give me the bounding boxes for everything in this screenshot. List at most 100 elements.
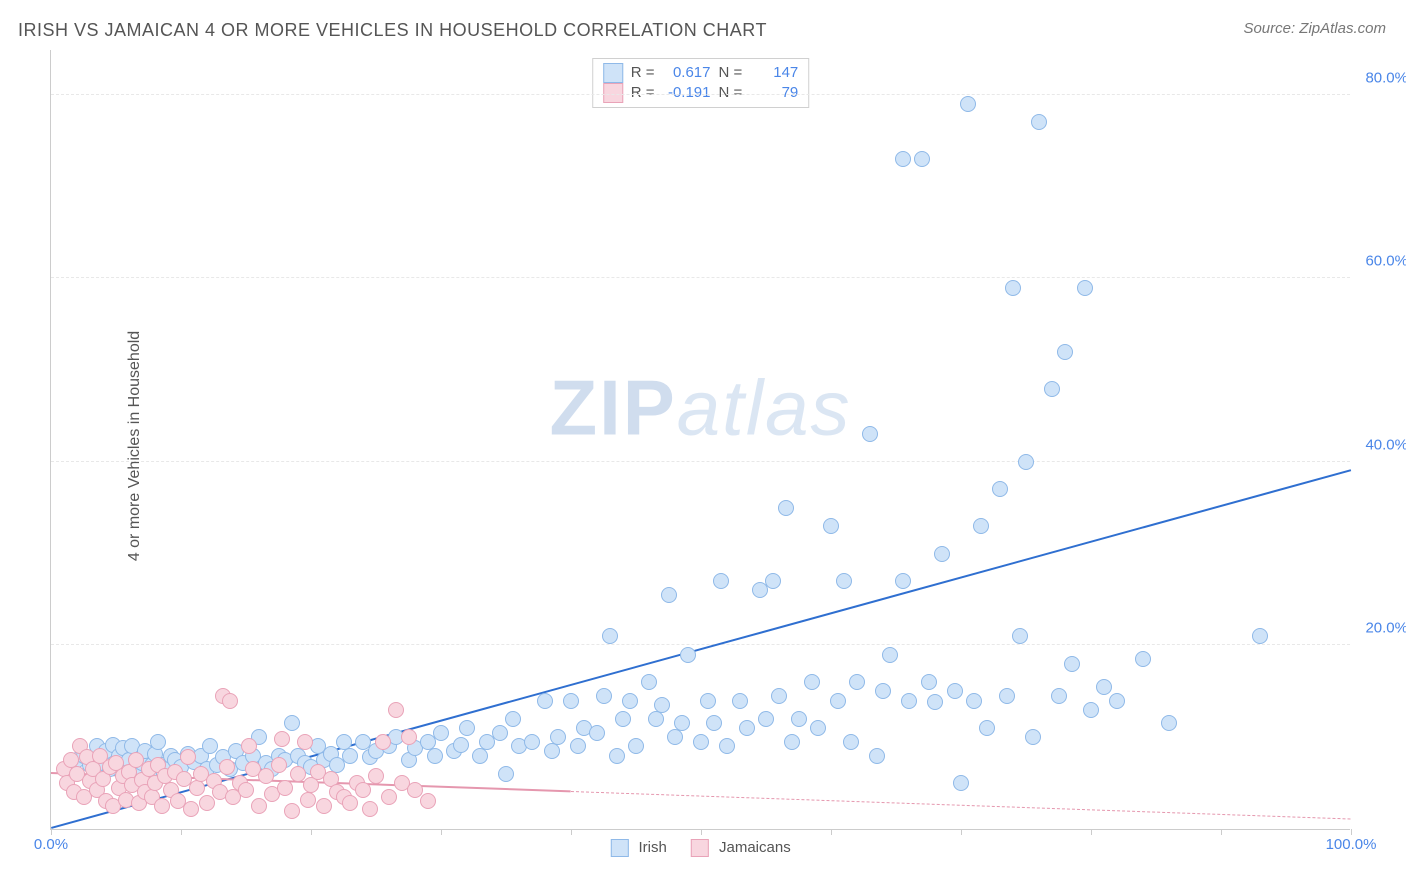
scatter-point-irish xyxy=(1109,693,1125,709)
scatter-point-irish xyxy=(960,96,976,112)
scatter-point-jamaicans xyxy=(388,702,404,718)
scatter-point-irish xyxy=(654,697,670,713)
scatter-point-irish xyxy=(765,573,781,589)
scatter-point-jamaicans xyxy=(401,729,417,745)
scatter-point-jamaicans xyxy=(362,801,378,817)
scatter-point-irish xyxy=(1252,628,1268,644)
scatter-point-irish xyxy=(810,720,826,736)
scatter-point-irish xyxy=(823,518,839,534)
scatter-point-irish xyxy=(882,647,898,663)
scatter-point-jamaicans xyxy=(300,792,316,808)
x-tick xyxy=(1091,829,1092,835)
scatter-point-irish xyxy=(693,734,709,750)
y-tick-label: 60.0% xyxy=(1356,253,1406,270)
legend-item-jamaicans: Jamaicans xyxy=(691,839,791,857)
chart-title: IRISH VS JAMAICAN 4 OR MORE VEHICLES IN … xyxy=(18,20,767,41)
scatter-point-irish xyxy=(453,737,469,753)
scatter-point-irish xyxy=(589,725,605,741)
correlation-legend: R = 0.617 N = 147 R = -0.191 N = 79 xyxy=(592,58,810,108)
scatter-point-irish xyxy=(901,693,917,709)
x-tick xyxy=(1351,829,1352,835)
scatter-point-irish xyxy=(459,720,475,736)
scatter-point-irish xyxy=(778,500,794,516)
scatter-point-jamaicans xyxy=(241,738,257,754)
scatter-point-irish xyxy=(700,693,716,709)
scatter-point-irish xyxy=(784,734,800,750)
x-tick-label-left: 0.0% xyxy=(34,836,68,853)
legend-swatch-jamaicans xyxy=(691,839,709,857)
x-tick xyxy=(311,829,312,835)
scatter-point-irish xyxy=(550,729,566,745)
watermark-zip: ZIP xyxy=(549,364,676,452)
scatter-point-irish xyxy=(680,647,696,663)
scatter-point-irish xyxy=(1161,715,1177,731)
scatter-point-jamaicans xyxy=(342,795,358,811)
scatter-point-irish xyxy=(999,688,1015,704)
scatter-point-jamaicans xyxy=(277,780,293,796)
scatter-point-irish xyxy=(979,720,995,736)
scatter-point-irish xyxy=(609,748,625,764)
gridline xyxy=(51,461,1350,462)
scatter-point-irish xyxy=(674,715,690,731)
legend-n-label: N = xyxy=(719,63,743,83)
trend-line xyxy=(571,791,1351,820)
scatter-point-irish xyxy=(1005,280,1021,296)
scatter-point-irish xyxy=(804,674,820,690)
scatter-point-irish xyxy=(537,693,553,709)
scatter-point-irish xyxy=(492,725,508,741)
scatter-point-irish xyxy=(843,734,859,750)
scatter-point-irish xyxy=(661,587,677,603)
scatter-point-irish xyxy=(921,674,937,690)
watermark: ZIPatlas xyxy=(549,363,851,454)
scatter-point-irish xyxy=(947,683,963,699)
scatter-point-jamaicans xyxy=(381,789,397,805)
scatter-point-irish xyxy=(791,711,807,727)
scatter-point-irish xyxy=(1012,628,1028,644)
scatter-point-jamaicans xyxy=(274,731,290,747)
scatter-point-irish xyxy=(934,546,950,562)
scatter-point-irish xyxy=(498,766,514,782)
gridline xyxy=(51,94,1350,95)
legend-item-irish: Irish xyxy=(610,839,667,857)
legend-n-value-irish: 147 xyxy=(750,63,798,83)
scatter-point-irish xyxy=(648,711,664,727)
scatter-point-irish xyxy=(1044,381,1060,397)
scatter-point-irish xyxy=(713,573,729,589)
scatter-point-irish xyxy=(1083,702,1099,718)
scatter-point-jamaicans xyxy=(238,782,254,798)
scatter-point-jamaicans xyxy=(222,693,238,709)
scatter-point-irish xyxy=(596,688,612,704)
scatter-point-irish xyxy=(570,738,586,754)
plot-area: ZIPatlas R = 0.617 N = 147 R = -0.191 N … xyxy=(50,50,1350,830)
x-tick xyxy=(961,829,962,835)
x-tick-label-right: 100.0% xyxy=(1326,836,1377,853)
scatter-point-irish xyxy=(836,573,852,589)
scatter-point-irish xyxy=(342,748,358,764)
scatter-point-jamaicans xyxy=(180,749,196,765)
x-tick xyxy=(181,829,182,835)
y-tick-label: 40.0% xyxy=(1356,436,1406,453)
scatter-point-irish xyxy=(1096,679,1112,695)
legend-swatch-irish xyxy=(610,839,628,857)
scatter-point-irish xyxy=(433,725,449,741)
scatter-point-irish xyxy=(1135,651,1151,667)
scatter-point-irish xyxy=(150,734,166,750)
scatter-point-jamaicans xyxy=(368,768,384,784)
scatter-point-irish xyxy=(973,518,989,534)
scatter-point-irish xyxy=(895,573,911,589)
scatter-point-irish xyxy=(992,481,1008,497)
legend-row-irish: R = 0.617 N = 147 xyxy=(603,63,799,83)
scatter-point-irish xyxy=(739,720,755,736)
scatter-point-irish xyxy=(849,674,865,690)
scatter-point-irish xyxy=(719,738,735,754)
scatter-point-irish xyxy=(667,729,683,745)
scatter-point-irish xyxy=(914,151,930,167)
x-tick xyxy=(51,829,52,835)
scatter-point-irish xyxy=(771,688,787,704)
scatter-point-jamaicans xyxy=(284,803,300,819)
scatter-point-irish xyxy=(628,738,644,754)
scatter-point-irish xyxy=(615,711,631,727)
scatter-point-irish xyxy=(953,775,969,791)
scatter-point-irish xyxy=(732,693,748,709)
scatter-point-jamaicans xyxy=(297,734,313,750)
